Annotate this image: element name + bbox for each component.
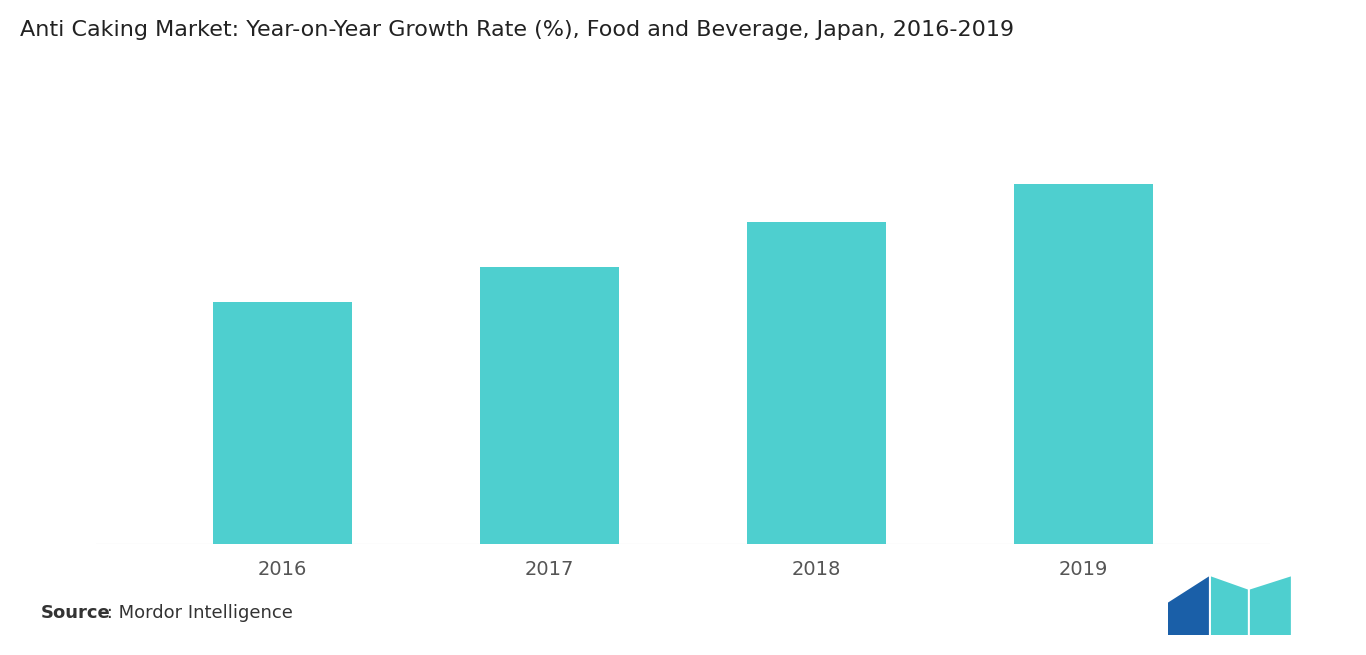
Polygon shape bbox=[1250, 576, 1291, 635]
Text: Anti Caking Market: Year-on-Year Growth Rate (%), Food and Beverage, Japan, 2016: Anti Caking Market: Year-on-Year Growth … bbox=[20, 20, 1015, 40]
Bar bbox=[747, 222, 887, 544]
Text: Source: Source bbox=[41, 605, 111, 622]
Polygon shape bbox=[1212, 576, 1249, 635]
Bar bbox=[213, 301, 352, 544]
Text: : Mordor Intelligence: : Mordor Intelligence bbox=[101, 605, 292, 622]
Bar bbox=[479, 267, 619, 544]
Polygon shape bbox=[1168, 576, 1209, 635]
Bar bbox=[1014, 184, 1153, 544]
